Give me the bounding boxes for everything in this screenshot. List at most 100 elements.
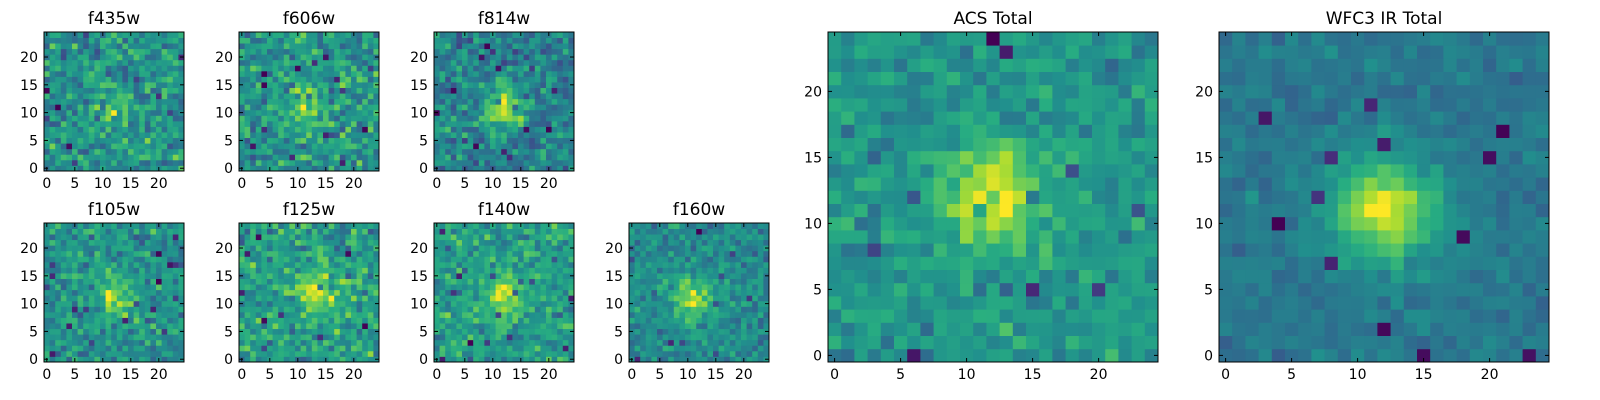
heatmap-cell	[116, 165, 123, 172]
heatmap-cell	[746, 328, 753, 335]
heatmap-cell	[289, 43, 296, 50]
heatmap-cell	[490, 239, 496, 246]
heatmap-cell	[178, 76, 185, 83]
heatmap-cell	[122, 54, 129, 61]
heatmap-cell	[478, 87, 485, 94]
heatmap-cell	[278, 143, 285, 150]
heatmap-cell	[735, 317, 742, 324]
heatmap-cell	[724, 306, 731, 313]
heatmap-cell	[506, 339, 513, 346]
heatmap-cell	[367, 82, 374, 88]
heatmap-cell	[718, 267, 725, 274]
heatmap-cell	[1052, 309, 1066, 323]
heatmap-cell	[178, 323, 185, 330]
heatmap-cell	[495, 239, 502, 246]
heatmap-cell	[757, 256, 764, 263]
heatmap-cell	[551, 317, 558, 324]
heatmap-cell	[311, 104, 318, 111]
heatmap-cell	[450, 317, 457, 324]
heatmap-cell	[72, 300, 78, 307]
heatmap-cell	[1065, 164, 1080, 178]
heatmap-cell	[311, 143, 318, 150]
heatmap-cell	[629, 306, 635, 313]
x-tick-label: 10	[484, 367, 502, 383]
heatmap-cell	[55, 82, 62, 88]
heatmap-cell	[128, 65, 134, 72]
heatmap-cell	[167, 82, 174, 88]
heatmap-cell	[289, 284, 296, 291]
heatmap-cell	[973, 203, 987, 218]
heatmap-cell	[133, 267, 140, 274]
heatmap-cell	[1012, 269, 1027, 284]
heatmap-cell	[111, 278, 118, 285]
heatmap-cell	[634, 228, 641, 235]
heatmap-cell	[255, 82, 262, 88]
heatmap-cell	[367, 223, 374, 229]
heatmap-cell	[172, 311, 179, 318]
heatmap-cell	[250, 328, 257, 335]
heatmap-cell	[551, 345, 558, 352]
heatmap-cell	[94, 223, 101, 229]
heatmap-cell	[150, 239, 157, 246]
heatmap-cell	[72, 143, 78, 150]
heatmap-cell	[239, 278, 245, 285]
heatmap-cell	[133, 317, 140, 324]
heatmap-cell	[657, 284, 663, 291]
heatmap-cell	[920, 203, 934, 218]
heatmap-cell	[718, 295, 725, 302]
heatmap-cell	[634, 267, 641, 274]
heatmap-cell	[551, 43, 558, 50]
heatmap-cell	[557, 59, 564, 66]
heatmap-cell	[651, 228, 658, 235]
heatmap-cell	[562, 250, 569, 257]
heatmap-cell	[501, 256, 508, 263]
heatmap-cell	[105, 148, 112, 155]
heatmap-cell	[724, 278, 731, 285]
heatmap-cell	[718, 261, 725, 268]
heatmap-cell	[724, 295, 731, 302]
panel-title: f140w	[478, 200, 530, 220]
heatmap-cell	[60, 48, 67, 55]
heatmap-cell	[283, 165, 290, 172]
heatmap-cell	[244, 115, 251, 122]
heatmap-cell	[77, 120, 84, 127]
heatmap-cell	[456, 245, 463, 252]
heatmap-cell	[867, 230, 882, 244]
heatmap-cell	[367, 261, 374, 268]
heatmap-cell	[490, 70, 496, 77]
heatmap-cell	[49, 43, 56, 50]
heatmap-cell	[828, 309, 842, 323]
heatmap-cell	[501, 317, 508, 324]
heatmap-cell	[362, 148, 369, 155]
heatmap-cell	[351, 261, 357, 268]
heatmap-cell	[529, 115, 536, 122]
heatmap-cell	[645, 311, 652, 318]
heatmap-cell	[973, 256, 987, 270]
heatmap-cell	[540, 311, 547, 318]
heatmap-cell	[512, 223, 519, 229]
heatmap-cell	[495, 350, 502, 357]
heatmap-cell	[339, 356, 346, 363]
heatmap-cell	[356, 334, 363, 341]
heatmap-cell	[724, 223, 731, 229]
heatmap-cell	[529, 82, 536, 88]
heatmap-cell	[707, 239, 714, 246]
heatmap-cell	[133, 306, 140, 313]
heatmap-cell	[634, 245, 641, 252]
heatmap-cell	[557, 109, 564, 116]
heatmap-cell	[854, 150, 868, 165]
heatmap-cell	[933, 282, 948, 297]
heatmap-cell	[445, 65, 452, 72]
heatmap-cell	[373, 104, 380, 111]
heatmap-cell	[172, 82, 179, 88]
heatmap-cell	[557, 54, 564, 61]
heatmap-cell	[551, 339, 558, 346]
heatmap-cell	[741, 256, 747, 263]
heatmap-cell	[523, 82, 530, 88]
heatmap-cell	[172, 126, 179, 133]
heatmap-cell	[345, 306, 352, 313]
heatmap-cell	[673, 267, 680, 274]
heatmap-cell	[495, 345, 502, 352]
heatmap-cell	[139, 32, 146, 38]
heatmap-cell	[880, 230, 895, 244]
